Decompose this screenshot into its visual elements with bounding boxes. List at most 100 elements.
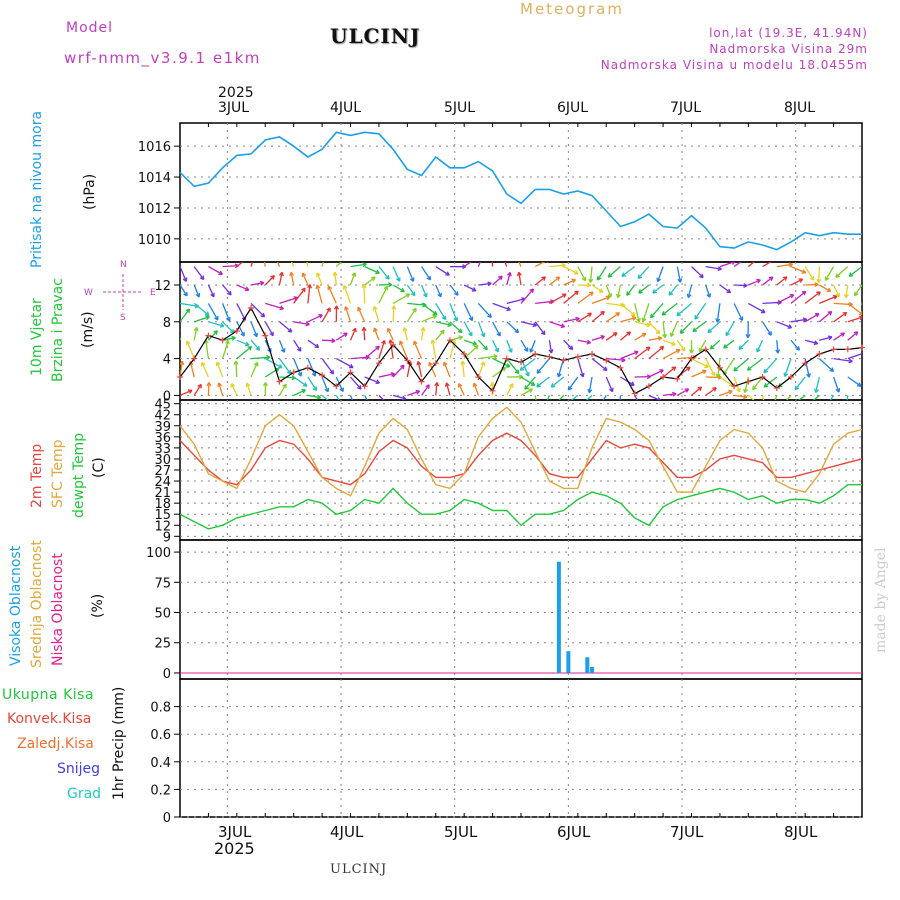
wind-arrow-head xyxy=(801,269,807,274)
wind-arrow-head xyxy=(798,278,804,283)
wind-arrow-head xyxy=(182,277,188,282)
wind-arrow xyxy=(824,266,835,281)
wind-arrow xyxy=(222,264,239,268)
wind-arrow-head xyxy=(661,311,667,316)
wind-arrow xyxy=(577,291,594,304)
wind-arrow-head xyxy=(626,331,632,336)
wind-arrow-head xyxy=(573,270,579,275)
wind-arrow xyxy=(504,262,508,267)
wind-arrow xyxy=(747,358,763,371)
wind-arrow xyxy=(378,373,395,378)
wind-arrow-head xyxy=(715,373,721,378)
wind-arrow-head xyxy=(813,340,819,346)
wind-arrow-head xyxy=(829,367,835,373)
wind-arrow xyxy=(549,293,567,304)
temperature-ytick-label-2: 15 xyxy=(154,508,171,523)
wind-arrow xyxy=(670,321,678,337)
wind-arrow-head xyxy=(357,306,362,312)
wind-arrow xyxy=(293,287,306,304)
precipitation-ytick-label-4: 0.8 xyxy=(150,701,171,716)
wind-arrow xyxy=(591,311,605,323)
wind-arrow-head xyxy=(659,369,664,374)
wind-arrow xyxy=(349,395,353,400)
wind-arrow-head xyxy=(756,347,761,353)
wind-arrow xyxy=(335,332,348,341)
precipitation-frame xyxy=(179,678,863,818)
wind-arrow xyxy=(776,294,794,304)
temperature-ytick-label-9: 36 xyxy=(154,431,171,446)
cloud-ytick-label-1: 25 xyxy=(154,637,171,652)
wind-arrow-head xyxy=(279,305,284,311)
wind-arrow xyxy=(847,376,862,387)
wind-arrow xyxy=(529,339,536,353)
wind-arrow xyxy=(302,272,309,286)
wind-arrow-head xyxy=(344,306,349,311)
wind-arrow xyxy=(638,284,650,294)
wind-arrow-head xyxy=(782,401,786,405)
wind-arrow-head xyxy=(496,331,501,337)
wind-arrow-head xyxy=(262,382,268,387)
wind-arrow-head xyxy=(743,257,747,261)
wind-arrow xyxy=(591,284,604,293)
wind-arrow xyxy=(549,264,566,268)
wind-marker-27 xyxy=(560,357,567,364)
wind-arrow-head xyxy=(457,328,463,334)
wind-arrow xyxy=(378,340,386,359)
wind-arrow xyxy=(278,383,287,396)
wind-arrow-head xyxy=(656,277,662,283)
wind-arrow-head xyxy=(316,394,322,400)
wind-arrow xyxy=(492,321,501,337)
cloud-ytick-label-0: 0 xyxy=(163,667,171,682)
wind-arrow-head xyxy=(172,341,176,345)
wind-arrow-head xyxy=(848,358,853,364)
wind-arrow xyxy=(763,358,778,374)
top-day-2: 5JUL xyxy=(444,100,476,116)
wind-arrow xyxy=(492,302,511,311)
wind-marker-11 xyxy=(333,383,340,390)
wind-marker-46 xyxy=(830,346,837,353)
wind-arrow xyxy=(307,339,319,349)
wind-arrow xyxy=(392,364,405,378)
wind-arrow xyxy=(449,321,463,333)
wind-arrow xyxy=(657,266,664,282)
wind-arrow-head xyxy=(402,327,408,332)
wind-arrow-head xyxy=(757,256,761,260)
wind-arrow xyxy=(222,321,235,334)
wind-arrow xyxy=(563,279,576,286)
wind-arrow-head xyxy=(567,385,573,391)
wind-marker-35 xyxy=(674,375,681,382)
wind-arrow xyxy=(676,266,682,283)
wind-arrow xyxy=(246,382,252,396)
wind-arrow-head xyxy=(827,335,833,341)
wind-arrow-head xyxy=(514,252,518,256)
wind-marker-12 xyxy=(347,369,354,376)
wind-arrow xyxy=(634,321,651,327)
wind-arrow xyxy=(762,276,774,286)
wind-arrow xyxy=(804,358,810,378)
wind-arrow xyxy=(421,302,438,316)
wind-arrow xyxy=(723,358,735,375)
wind-arrow xyxy=(691,266,704,279)
wind-arrow-head xyxy=(802,317,808,323)
wind-arrow-head xyxy=(391,305,397,310)
wind-arrow-head xyxy=(848,272,854,277)
wind-arrow-head xyxy=(277,364,283,369)
wind-arrow xyxy=(420,327,425,341)
wind-arrow xyxy=(276,262,281,267)
wind-arrow-head xyxy=(405,293,411,298)
wind-arrow-head xyxy=(481,252,485,256)
wind-arrow-head xyxy=(525,371,530,377)
compass-s: S xyxy=(120,313,126,323)
wind-arrow xyxy=(506,339,513,353)
wind-arrow xyxy=(293,376,308,387)
wind-arrow-head xyxy=(782,276,788,281)
wind-arrow xyxy=(406,284,416,297)
wind-arrow-head xyxy=(626,291,631,296)
wind-arrow xyxy=(321,262,324,267)
sfctemp-line xyxy=(179,406,863,497)
wind-arrow xyxy=(549,321,565,328)
wind-arrow-head xyxy=(561,262,566,268)
wind-arrow-head xyxy=(343,332,348,337)
wind-marker-3 xyxy=(219,337,226,344)
wind-arrow xyxy=(207,382,210,396)
